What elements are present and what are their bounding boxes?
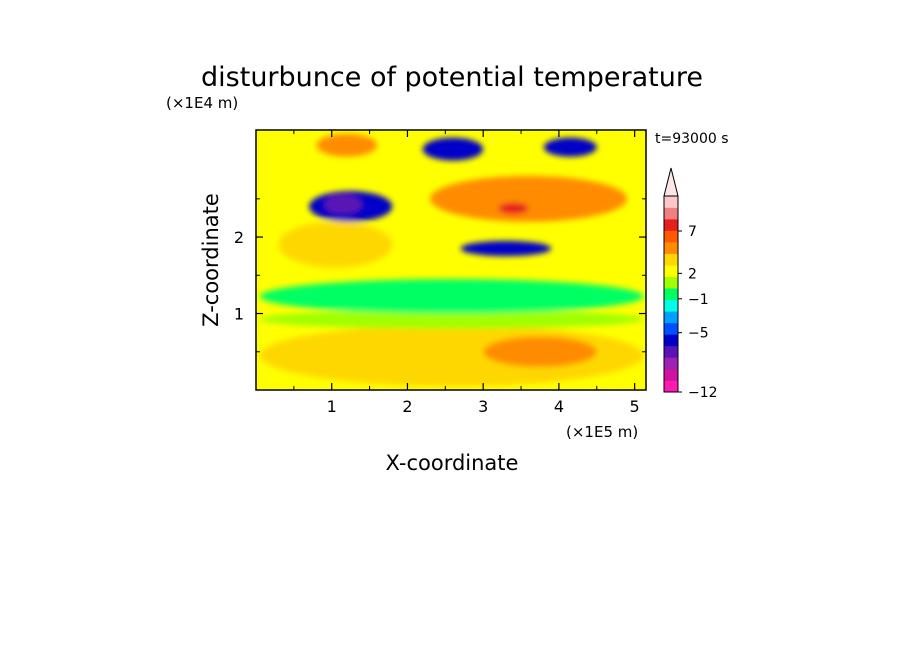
colorbar-segment-12	[664, 242, 678, 254]
x-unit-label: (×1E5 m)	[566, 423, 638, 441]
colorbar-segment-14	[664, 219, 678, 231]
x-tick-label-1: 2	[402, 397, 412, 416]
colorbar-label-4: −12	[688, 385, 718, 401]
colorbar-segment-3	[664, 345, 678, 358]
colorbar-segment-9	[664, 276, 678, 289]
contour-region-5	[324, 195, 363, 215]
colorbar-segment-0	[664, 380, 678, 393]
chart-title: disturbunce of potential temperature	[201, 62, 703, 93]
x-axis-label: X-coordinate	[386, 451, 519, 475]
colorbar-extend-arrow	[663, 167, 679, 197]
x-tick-label-0: 1	[327, 397, 337, 416]
y-axis-label: Z-coordinate	[199, 193, 223, 327]
x-axis-ticks: 1 2 3 4 5	[293, 130, 640, 416]
colorbar-segment-11	[664, 253, 678, 266]
colorbar-segment-13	[664, 230, 678, 243]
colorbar-segment-10	[664, 265, 678, 278]
colorbar-segment-6	[664, 311, 678, 324]
colorbar-segment-1	[664, 368, 678, 381]
x-tick-label-4: 5	[630, 397, 640, 416]
colorbar-label-2: −1	[688, 292, 709, 308]
contour-region-12	[483, 336, 597, 368]
contour-region-9	[460, 240, 552, 257]
colorbar-label-3: −5	[688, 326, 709, 342]
x-tick-label-2: 3	[478, 397, 488, 416]
contour-region-8	[498, 202, 529, 215]
colorbar-segment-15	[664, 207, 678, 220]
y-tick-label-0: 1	[234, 305, 244, 324]
y-axis-ticks: 12	[234, 198, 646, 353]
colorbar-segment-5	[664, 322, 678, 335]
contour-region-6	[316, 133, 378, 157]
contour-region-7	[430, 175, 628, 222]
contour-region-10	[543, 137, 597, 157]
plot-frame	[255, 129, 647, 391]
colorbar: 7 2 −1 −5 −12	[663, 167, 718, 401]
colorbar-segment-4	[664, 334, 678, 347]
colorbar-segment-2	[664, 357, 678, 370]
colorbar-segment-16	[664, 196, 678, 208]
colorbar-label-0: 7	[688, 224, 697, 240]
y-unit-label: (×1E4 m)	[166, 94, 238, 112]
colorbar-label-1: 2	[688, 266, 697, 282]
contour-region-2	[259, 279, 644, 314]
y-tick-label-1: 2	[234, 228, 244, 247]
contour-region-1	[259, 309, 644, 329]
x-tick-label-3: 4	[554, 397, 564, 416]
contour-field	[259, 133, 644, 387]
contour-region-11	[422, 137, 484, 161]
contour-region-3	[278, 221, 393, 268]
colorbar-segment-8	[664, 288, 678, 301]
colorbar-segment-7	[664, 299, 678, 312]
time-label: t=93000 s	[655, 131, 729, 147]
